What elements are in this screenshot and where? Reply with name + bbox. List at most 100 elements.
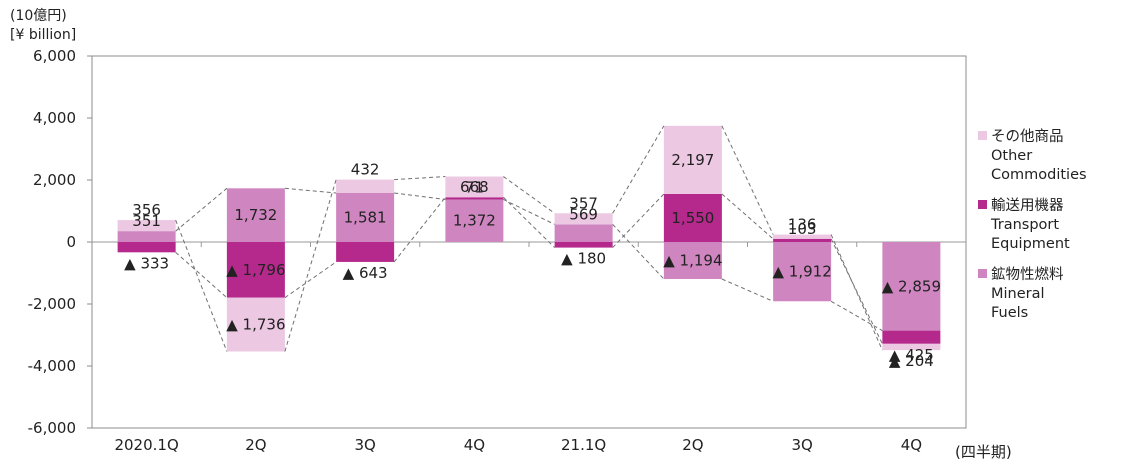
connector-line-other [721, 125, 774, 235]
data-label-other: 357 [569, 194, 598, 212]
bar-transport [226, 242, 285, 298]
y-unit-en: [¥ billion] [10, 27, 77, 43]
connector-line-other [175, 219, 228, 352]
bar-other [336, 179, 395, 193]
data-label-transport: 71 [465, 178, 484, 196]
data-label-transport: 103 [788, 220, 817, 238]
connector-line-mineral [612, 224, 665, 280]
data-label-other: 432 [351, 161, 380, 179]
bar-mineral [663, 242, 722, 280]
legend-item-other: その他商品 Other Commodities [978, 128, 1087, 185]
legend-label-mineral-jp: 鉱物性燃料 [991, 267, 1064, 283]
bar-transport [445, 197, 504, 200]
bar-other [445, 176, 504, 198]
bar-mineral [226, 188, 285, 242]
connector-line-transport [503, 196, 555, 248]
legend-label-mineral-en1: Mineral [991, 286, 1045, 302]
data-label-other: ▲ 204 [889, 352, 934, 370]
connector-line-mineral [503, 199, 555, 225]
data-label-mineral: 1,581 [344, 208, 387, 226]
bar-other [882, 343, 941, 351]
legend-label-other-jp: その他商品 [991, 129, 1064, 145]
x-tick-label: 3Q [354, 436, 375, 454]
x-tick-label: 3Q [791, 436, 812, 454]
bar-transport [554, 242, 613, 248]
bar-other [773, 234, 832, 239]
connector-line-mineral [721, 278, 774, 302]
data-label-mineral: 1,372 [453, 212, 496, 230]
connector-line-transport [612, 193, 665, 248]
data-label-mineral: 351 [132, 212, 161, 230]
data-label-transport: ▲ 643 [343, 264, 388, 282]
legend-swatch-other [978, 131, 987, 140]
y-tick-label: 2,000 [33, 171, 76, 189]
connector-line-mineral [394, 192, 446, 200]
data-label-transport: ▲ 425 [889, 346, 934, 364]
x-tick-label: 2Q [245, 436, 266, 454]
legend-label-other-en1: Other [991, 148, 1033, 164]
data-label-other: ▲ 1,736 [226, 316, 285, 334]
legend-item-transport: 輸送用機器 Transport Equipment [978, 197, 1087, 254]
legend-label-transport-en2: Equipment [991, 236, 1070, 252]
x-tick-label: 4Q [464, 436, 485, 454]
y-unit-jp: (10億円) [10, 8, 67, 24]
connector-line-transport [721, 193, 774, 240]
data-label-mineral: 1,732 [234, 206, 277, 224]
x-tick-label: 21.1Q [561, 436, 606, 454]
bar-transport [117, 242, 176, 253]
connector-line-other [394, 176, 446, 181]
x-axis-unit: (四半期) [955, 443, 1012, 461]
bar-mineral [882, 242, 941, 331]
x-tick-label: 2Q [682, 436, 703, 454]
bar-other [226, 297, 285, 352]
connector-line-mineral [830, 300, 883, 332]
bar-mineral [773, 242, 832, 302]
y-tick-label: -2,000 [28, 295, 76, 313]
y-tick-label: 4,000 [33, 109, 76, 127]
legend-swatch-transport [978, 200, 987, 209]
connector-line-transport [284, 261, 337, 299]
legend-label-transport-jp: 輸送用機器 [991, 198, 1064, 214]
bar-transport [773, 238, 832, 242]
bar-mineral [336, 192, 395, 242]
legend: その他商品 Other Commodities 輸送用機器 Transport … [978, 128, 1087, 323]
bar-transport [336, 242, 395, 262]
data-label-mineral: 569 [569, 205, 598, 223]
data-label-other: 136 [788, 216, 817, 234]
bar-mineral [117, 231, 176, 242]
legend-label-mineral-en2: Fuels [991, 305, 1029, 321]
data-label-mineral: ▲ 1,912 [773, 263, 832, 281]
y-tick-label: -6,000 [28, 419, 76, 437]
connector-line-other [284, 179, 337, 352]
data-label-mineral: ▲ 2,859 [882, 277, 941, 295]
data-label-transport: ▲ 1,796 [226, 261, 285, 279]
bar-transport [882, 330, 941, 344]
legend-swatch-mineral [978, 269, 987, 278]
bar-mineral [445, 199, 504, 242]
x-tick-label: 2020.1Q [114, 436, 178, 454]
data-label-transport: 1,550 [671, 209, 714, 227]
connector-line-transport [830, 238, 883, 345]
bar-transport [663, 193, 722, 242]
connector-line-transport [175, 251, 228, 299]
bar-other [117, 220, 176, 232]
legend-label-other-en2: Commodities [991, 167, 1087, 183]
y-tick-label: 0 [66, 233, 76, 251]
legend-item-mineral: 鉱物性燃料 Mineral Fuels [978, 266, 1087, 323]
connector-line-mineral [284, 187, 337, 194]
legend-label-transport-en1: Transport [991, 217, 1060, 233]
connector-line-transport [393, 196, 446, 263]
data-label-other: 356 [132, 201, 161, 219]
data-label-mineral: ▲ 1,194 [663, 252, 722, 270]
y-tick-label: 6,000 [33, 47, 76, 65]
connector-line-other [612, 125, 665, 214]
data-label-other: 2,197 [671, 151, 714, 169]
data-label-other: 668 [460, 178, 489, 196]
x-tick-label: 4Q [901, 436, 922, 454]
bar-other [554, 213, 613, 225]
y-tick-label: -4,000 [28, 357, 76, 375]
data-label-transport: ▲ 333 [124, 254, 169, 272]
bar-mineral [554, 224, 613, 242]
bar-other [663, 125, 722, 194]
